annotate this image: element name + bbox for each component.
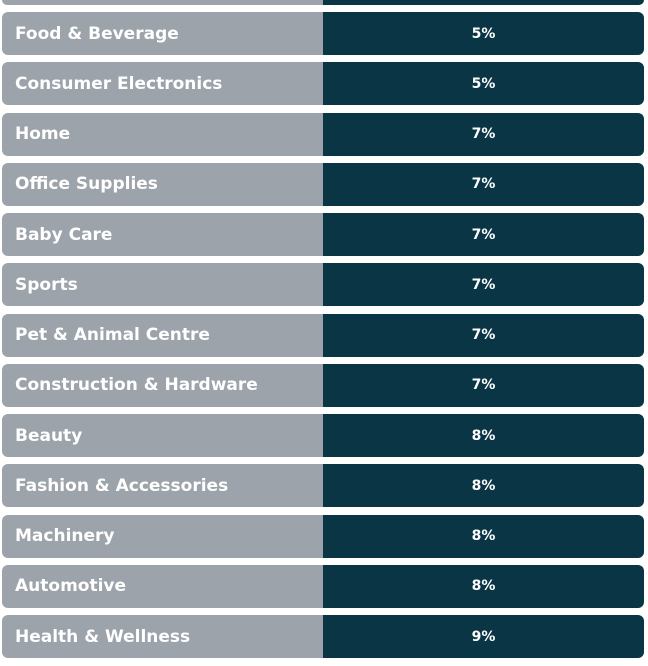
category-value: 8% (323, 514, 644, 558)
table-row: Food & Beverage 5% (2, 12, 644, 55)
table-row: Machinery 8% (2, 514, 644, 558)
category-value: 7% (323, 162, 644, 206)
category-value: 7% (323, 313, 644, 357)
category-label: Sports (2, 263, 323, 307)
category-label: Office Supplies (2, 162, 323, 206)
category-label: Machinery (2, 514, 323, 558)
category-value: 7% (323, 213, 644, 256)
table-row: Home 7% (2, 112, 644, 156)
table-row: Construction & Hardware 7% (2, 363, 644, 407)
table-row: Beauty 8% (2, 414, 644, 457)
category-value: 5% (323, 62, 644, 106)
category-label: Consumer Electronics (2, 62, 323, 106)
category-label: Beauty (2, 414, 323, 457)
category-label: Pet & Animal Centre (2, 313, 323, 357)
category-label: Fashion & Accessories (2, 464, 323, 508)
category-value: 7% (323, 263, 644, 307)
table-row: Pet & Animal Centre 7% (2, 313, 644, 357)
table-row: Sports 7% (2, 263, 644, 307)
category-label: Construction & Hardware (2, 363, 323, 407)
previous-row-value-edge (323, 0, 644, 5)
category-label: Baby Care (2, 213, 323, 256)
category-value-table: Food & Beverage 5% Consumer Electronics … (2, 12, 644, 665)
category-label: Food & Beverage (2, 12, 323, 55)
table-row: Baby Care 7% (2, 213, 644, 256)
category-value: 8% (323, 464, 644, 508)
previous-row-label-edge (2, 0, 323, 5)
table-row: Fashion & Accessories 8% (2, 464, 644, 508)
table-row: Office Supplies 7% (2, 162, 644, 206)
category-value: 5% (323, 12, 644, 55)
previous-row-edge (2, 0, 644, 5)
category-value: 9% (323, 615, 644, 658)
table-row: Automotive 8% (2, 564, 644, 608)
category-label: Home (2, 112, 323, 156)
category-value: 7% (323, 112, 644, 156)
table-row: Health & Wellness 9% (2, 615, 644, 658)
category-label: Automotive (2, 564, 323, 608)
category-label: Health & Wellness (2, 615, 323, 658)
table-row: Consumer Electronics 5% (2, 62, 644, 106)
category-value: 8% (323, 414, 644, 457)
category-value: 7% (323, 363, 644, 407)
category-value: 8% (323, 564, 644, 608)
